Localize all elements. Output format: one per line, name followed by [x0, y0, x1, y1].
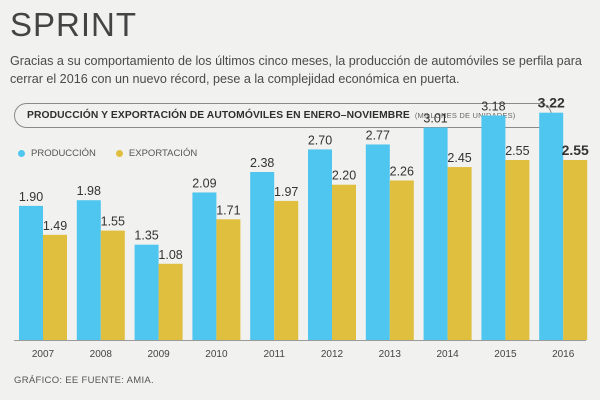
- x-tick-label-2014: 2014: [436, 349, 459, 360]
- bar-exportacion-2012: [332, 184, 356, 340]
- bar-exportacion-2016: [563, 160, 588, 340]
- bar-produccion-2010: [192, 192, 217, 340]
- data-label-exportacion-2007: 1.49: [43, 219, 67, 233]
- subtitle: Gracias a su comportamiento de los últim…: [10, 54, 582, 86]
- legend-item-produccion: PRODUCCIÓN: [18, 148, 96, 159]
- x-tick-label-2016: 2016: [552, 349, 575, 360]
- data-label-exportacion-2014: 2.45: [447, 151, 471, 165]
- bar-produccion-2007: [19, 205, 43, 340]
- bar-exportacion-2007: [43, 234, 67, 340]
- data-label-exportacion-2011: 1.97: [274, 185, 298, 199]
- x-tick-label-2015: 2015: [494, 349, 517, 360]
- data-label-produccion-2011: 2.38: [250, 156, 274, 170]
- bar-produccion-2012: [308, 149, 332, 340]
- bar-exportacion-2015: [505, 160, 530, 340]
- legend-swatch-exportacion: [115, 150, 123, 157]
- x-tick-label-2011: 2011: [263, 349, 285, 360]
- chart-title: PRODUCCIÓN Y EXPORTACIÓN DE AUTOMÓVILES …: [27, 110, 410, 121]
- data-label-produccion-2007: 1.90: [19, 190, 43, 204]
- bar-produccion-2015: [481, 115, 506, 340]
- data-label-produccion-2016: 3.22: [538, 95, 565, 111]
- data-label-exportacion-2010: 1.71: [216, 203, 240, 217]
- legend: PRODUCCIÓN EXPORTACIÓN: [18, 148, 217, 159]
- data-label-produccion-2012: 2.70: [308, 133, 332, 147]
- x-tick-label-2007: 2007: [32, 349, 55, 360]
- bar-exportacion-2014: [447, 167, 472, 340]
- bar-exportacion-2011: [274, 200, 299, 340]
- bar-produccion-2016: [539, 112, 564, 341]
- data-label-produccion-2010: 2.09: [192, 176, 216, 190]
- x-tick-label-2013: 2013: [379, 349, 402, 360]
- legend-swatch-produccion: [18, 150, 25, 157]
- bar-exportacion-2010: [216, 219, 241, 340]
- footer-credit: GRÁFICO: EE FUENTE: AMIA.: [14, 375, 154, 386]
- bar-produccion-2008: [76, 200, 101, 340]
- data-label-produccion-2008: 1.98: [77, 184, 101, 198]
- bar-exportacion-2008: [100, 230, 125, 340]
- bar-produccion-2009: [134, 244, 159, 340]
- data-label-produccion-2014: 3.01: [423, 112, 447, 126]
- legend-item-exportacion: EXPORTACIÓN: [115, 148, 198, 159]
- x-tick-label-2009: 2009: [147, 349, 170, 360]
- bar-exportacion-2009: [158, 263, 183, 340]
- data-label-exportacion-2008: 1.55: [101, 215, 125, 229]
- data-label-exportacion-2009: 1.08: [158, 248, 182, 262]
- data-label-exportacion-2013: 2.26: [390, 164, 414, 178]
- data-label-exportacion-2012: 2.20: [332, 169, 356, 183]
- data-label-exportacion-2016: 2.55: [562, 142, 589, 158]
- chart-units: (MILLONES DE UNIDADES): [414, 111, 516, 120]
- x-tick-label-2010: 2010: [205, 349, 228, 360]
- bar-produccion-2014: [423, 127, 448, 340]
- data-label-produccion-2013: 2.77: [366, 128, 390, 142]
- headline: SPRINT: [10, 6, 138, 43]
- x-tick-label-2012: 2012: [321, 349, 344, 360]
- bar-exportacion-2013: [389, 180, 414, 340]
- legend-label-exportacion: EXPORTACIÓN: [128, 148, 198, 159]
- data-label-produccion-2015: 3.18: [481, 100, 505, 114]
- data-label-exportacion-2015: 2.55: [505, 144, 529, 158]
- bar-produccion-2013: [365, 144, 390, 340]
- bar-produccion-2011: [250, 172, 275, 340]
- data-label-produccion-2009: 1.35: [134, 229, 158, 243]
- x-tick-label-2008: 2008: [90, 349, 113, 360]
- legend-label-produccion: PRODUCCIÓN: [31, 148, 96, 159]
